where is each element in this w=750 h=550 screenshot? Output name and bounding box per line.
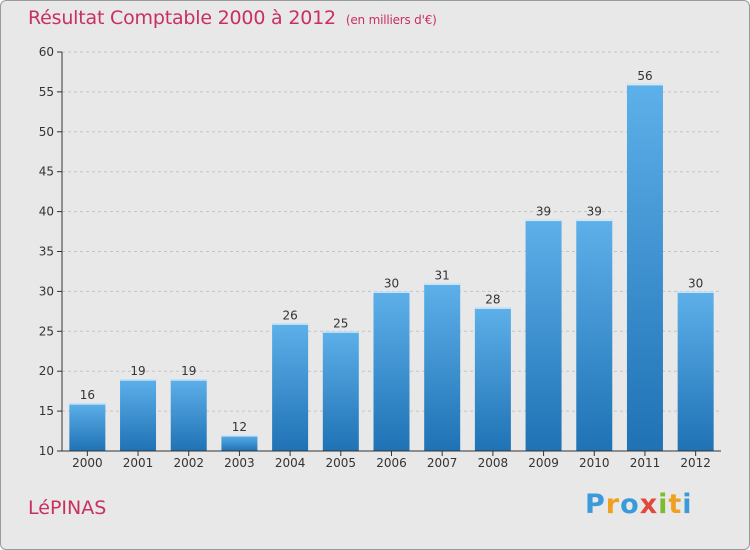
x-tick-label: 2010 xyxy=(579,456,610,470)
proxiti-logo: Proxiti xyxy=(585,489,693,520)
data-label: 19 xyxy=(181,364,196,378)
y-tick-label: 40 xyxy=(39,205,54,219)
x-tick-label: 2003 xyxy=(224,456,255,470)
y-tick-label: 15 xyxy=(39,404,54,418)
bar xyxy=(69,403,106,451)
data-label: 19 xyxy=(130,364,145,378)
logo-letter: r xyxy=(605,489,621,520)
logo-letter: o xyxy=(620,489,640,520)
bar xyxy=(525,219,562,451)
bar-top-highlight xyxy=(474,307,511,309)
x-tick-label: 2004 xyxy=(275,456,306,470)
bar xyxy=(221,435,258,451)
x-tick-label: 2005 xyxy=(326,456,357,470)
y-tick-label: 55 xyxy=(39,85,54,99)
x-tick-label: 2008 xyxy=(478,456,509,470)
y-tick-label: 60 xyxy=(39,45,54,59)
x-tick-label: 2007 xyxy=(427,456,458,470)
bar xyxy=(677,291,714,451)
data-label: 30 xyxy=(384,276,399,290)
data-label: 16 xyxy=(80,388,95,402)
x-tick-label: 2012 xyxy=(680,456,711,470)
bar-top-highlight xyxy=(576,219,613,222)
x-tick-label: 2000 xyxy=(72,456,103,470)
data-label: 26 xyxy=(282,308,297,322)
bar-top-highlight xyxy=(221,435,258,437)
y-tick-label: 30 xyxy=(39,284,54,298)
bar xyxy=(626,83,663,452)
logo-letter: i xyxy=(682,489,693,520)
y-tick-label: 45 xyxy=(39,165,54,179)
bar xyxy=(576,219,613,451)
bar-top-highlight xyxy=(69,403,106,405)
y-tick-label: 50 xyxy=(39,125,54,139)
bar xyxy=(170,379,207,451)
bar xyxy=(474,307,511,451)
bar-top-highlight xyxy=(677,291,714,293)
data-label: 12 xyxy=(232,420,247,434)
bar-top-highlight xyxy=(170,379,207,381)
data-label: 56 xyxy=(637,69,652,83)
bar xyxy=(424,283,461,451)
bar-top-highlight xyxy=(272,323,309,325)
bar-top-highlight xyxy=(424,283,461,285)
bar-top-highlight xyxy=(626,83,663,86)
bar-top-highlight xyxy=(373,291,410,293)
chart-subtitle: (en milliers d'€) xyxy=(345,13,437,27)
bar xyxy=(373,291,410,451)
bar-top-highlight xyxy=(525,219,562,222)
data-label: 31 xyxy=(435,268,450,282)
data-label: 39 xyxy=(587,205,602,219)
bar-top-highlight xyxy=(120,379,157,381)
bar-top-highlight xyxy=(322,331,359,333)
place-name: LéPINAS xyxy=(28,497,107,519)
chart-title-text: Résultat Comptable 2000 à 2012 xyxy=(28,7,336,29)
y-tick-label: 20 xyxy=(39,364,54,378)
data-label: 28 xyxy=(485,292,500,306)
chart-title: Résultat Comptable 2000 à 2012 (en millie… xyxy=(28,7,437,29)
y-tick-label: 10 xyxy=(39,444,54,458)
bar xyxy=(322,331,359,451)
logo-letter: i xyxy=(658,489,669,520)
x-tick-label: 2006 xyxy=(376,456,407,470)
logo-letter: t xyxy=(668,489,683,520)
y-tick-label: 35 xyxy=(39,245,54,259)
x-tick-label: 2001 xyxy=(123,456,154,470)
data-label: 25 xyxy=(333,316,348,330)
bar xyxy=(120,379,157,451)
logo-letter: P xyxy=(585,489,606,520)
bar xyxy=(272,323,309,451)
logo-letter: x xyxy=(639,489,659,520)
x-tick-label: 2002 xyxy=(173,456,204,470)
x-tick-label: 2009 xyxy=(528,456,559,470)
data-label: 30 xyxy=(688,276,703,290)
x-tick-label: 2011 xyxy=(630,456,661,470)
data-label: 39 xyxy=(536,205,551,219)
y-tick-label: 25 xyxy=(39,324,54,338)
